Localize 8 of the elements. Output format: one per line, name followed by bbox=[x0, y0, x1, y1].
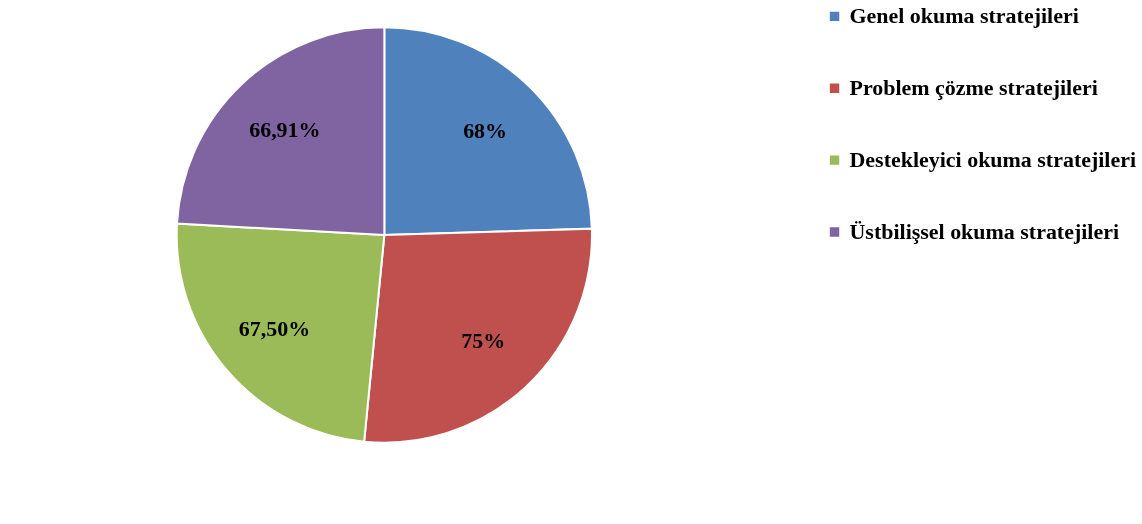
data-label: 68% bbox=[463, 118, 508, 144]
legend-label: Problem çözme stratejileri bbox=[849, 75, 1098, 101]
legend-label: Üstbilişsel okuma stratejileri bbox=[849, 218, 1120, 244]
legend-label: Genel okuma stratejileri bbox=[849, 3, 1079, 29]
data-label: 75% bbox=[461, 327, 506, 353]
data-label: 66,91% bbox=[249, 116, 321, 142]
legend-label: Destekleyici okuma stratejileri bbox=[849, 147, 1137, 173]
data-label: 67,50% bbox=[238, 316, 311, 342]
